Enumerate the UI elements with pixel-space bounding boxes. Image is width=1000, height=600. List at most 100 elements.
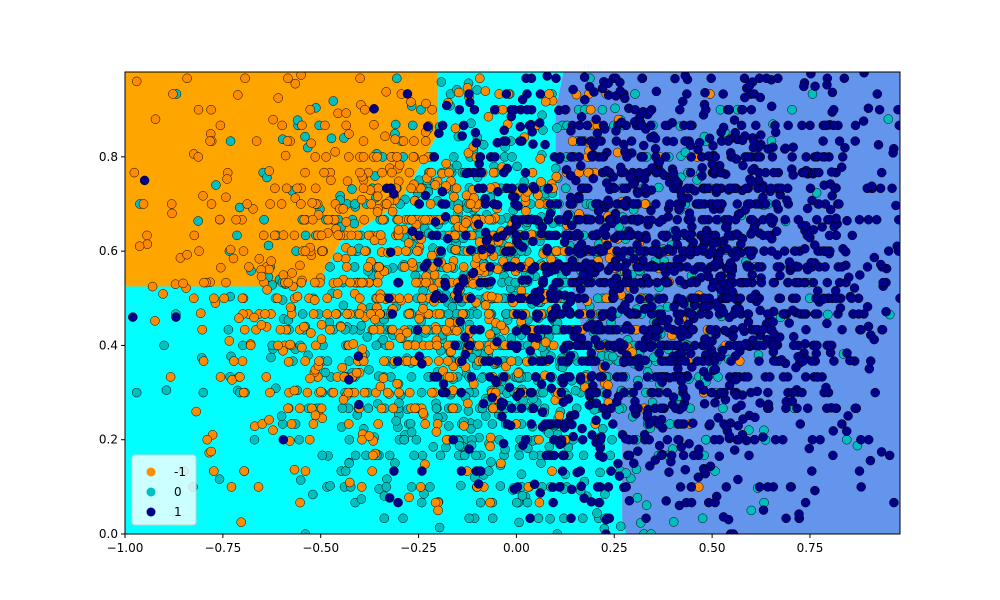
point-series-2 [434,128,444,139]
point-series-2 [654,440,665,451]
point-series-0 [458,262,469,272]
point-series-2 [874,104,885,115]
point-series-2 [588,173,599,184]
point-series-2 [700,293,711,304]
point-series-2 [615,86,626,96]
point-series-2 [478,398,489,409]
point-series-2 [795,419,806,429]
point-series-1 [214,474,225,484]
point-series-2 [696,199,707,209]
point-series-1 [384,450,395,461]
point-series-2 [763,144,773,154]
point-series-2 [619,246,629,256]
point-series-2 [737,135,748,146]
point-series-2 [633,214,644,224]
point-series-2 [712,199,722,209]
point-series-2 [278,434,289,445]
point-series-2 [620,93,630,104]
point-series-0 [193,104,204,115]
point-series-1 [417,450,428,461]
point-series-2 [545,372,556,382]
point-series-0 [231,214,241,225]
point-series-0 [387,167,397,178]
point-series-1 [391,416,401,426]
point-series-2 [742,277,752,288]
point-series-2 [676,442,687,452]
point-series-2 [715,167,726,178]
point-series-2 [760,167,771,178]
point-series-2 [800,372,811,382]
point-series-2 [497,230,508,241]
point-series-0 [418,408,428,418]
point-series-2 [609,183,620,194]
point-series-0 [138,199,149,209]
point-series-0 [283,403,293,414]
point-series-2 [454,104,465,115]
point-series-2 [626,309,636,319]
point-series-0 [309,295,320,305]
point-series-0 [356,194,367,205]
point-series-2 [719,325,730,336]
point-series-2 [701,104,711,115]
point-series-2 [733,474,743,485]
point-series-0 [441,158,451,169]
point-series-0 [322,309,332,319]
point-series-1 [392,73,402,84]
point-series-2 [848,309,858,319]
point-series-0 [292,183,302,194]
point-series-0 [483,309,494,319]
point-series-1 [495,481,506,491]
point-series-2 [763,309,773,319]
point-series-0 [258,230,269,241]
point-series-2 [725,258,736,268]
point-series-1 [300,131,310,142]
point-series-0 [295,497,305,508]
point-series-2 [802,403,813,414]
point-series-2 [883,246,894,256]
point-series-2 [630,104,640,115]
point-series-0 [264,415,274,425]
point-series-2 [491,377,501,387]
point-series-2 [787,305,798,316]
point-series-0 [412,246,422,256]
point-series-2 [467,268,478,279]
point-series-2 [789,246,800,256]
point-series-2 [412,325,423,335]
point-series-2 [694,137,705,148]
point-series-0 [283,73,293,84]
point-series-2 [535,356,545,366]
point-series-0 [221,277,231,288]
point-series-0 [193,152,204,162]
point-series-2 [744,450,754,461]
point-series-1 [259,214,269,225]
point-series-1 [697,513,708,524]
point-series-0 [305,373,315,384]
point-series-0 [388,403,398,414]
point-series-2 [690,186,700,196]
point-series-2 [477,244,487,255]
point-series-2 [834,199,844,209]
point-series-0 [189,230,200,241]
point-series-2 [843,411,853,421]
point-series-0 [225,244,236,255]
point-series-2 [895,293,900,304]
point-series-2 [746,293,756,304]
point-series-2 [442,233,453,244]
point-series-0 [197,324,207,335]
point-series-2 [567,255,578,266]
point-series-2 [724,380,735,391]
point-series-2 [754,482,765,492]
point-series-1 [225,136,236,146]
point-series-2 [644,293,655,304]
point-series-0 [300,356,310,366]
point-series-0 [354,309,365,319]
point-series-0 [344,152,354,162]
point-series-1 [456,480,466,491]
point-series-2 [678,402,688,412]
point-series-2 [740,338,751,349]
point-series-1 [454,440,465,451]
point-series-2 [369,104,379,114]
point-series-2 [583,183,593,194]
point-series-0 [178,278,188,289]
point-series-2 [577,434,588,445]
